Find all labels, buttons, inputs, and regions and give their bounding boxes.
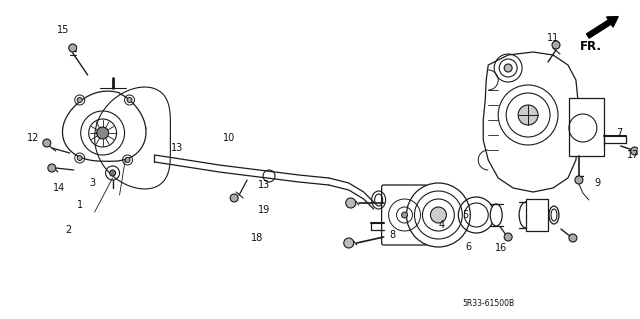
Circle shape — [401, 212, 408, 218]
Circle shape — [575, 176, 583, 184]
Ellipse shape — [490, 204, 502, 226]
Circle shape — [504, 233, 512, 241]
Text: 10: 10 — [223, 133, 236, 143]
Circle shape — [552, 41, 560, 49]
Circle shape — [344, 238, 354, 248]
Ellipse shape — [519, 202, 533, 228]
Text: 11: 11 — [547, 33, 559, 43]
Circle shape — [43, 139, 51, 147]
Circle shape — [109, 170, 116, 176]
Text: 1: 1 — [77, 200, 83, 210]
Text: FR.: FR. — [580, 40, 602, 53]
Bar — [526, 199, 548, 231]
Text: 19: 19 — [258, 205, 270, 215]
Circle shape — [518, 105, 538, 125]
Bar — [569, 98, 604, 156]
Circle shape — [77, 98, 82, 102]
Circle shape — [406, 183, 470, 247]
Circle shape — [125, 158, 130, 162]
Circle shape — [127, 98, 132, 102]
Circle shape — [230, 194, 238, 202]
Text: 3: 3 — [90, 178, 96, 188]
Circle shape — [569, 234, 577, 242]
Text: 5: 5 — [462, 210, 468, 220]
Circle shape — [97, 127, 109, 139]
Circle shape — [630, 147, 639, 155]
Text: 17: 17 — [627, 150, 639, 160]
Text: 18: 18 — [251, 233, 263, 243]
Text: 5R33-61500B: 5R33-61500B — [462, 299, 515, 308]
Text: 13: 13 — [172, 143, 184, 153]
Text: 7: 7 — [616, 128, 623, 138]
Circle shape — [431, 207, 446, 223]
Circle shape — [48, 164, 56, 172]
Polygon shape — [483, 52, 578, 192]
Text: 12: 12 — [27, 133, 39, 143]
FancyArrow shape — [586, 17, 618, 38]
Circle shape — [346, 198, 356, 208]
Circle shape — [77, 155, 82, 160]
Text: 13: 13 — [258, 180, 270, 190]
Text: 2: 2 — [66, 225, 72, 235]
Text: 8: 8 — [390, 230, 396, 240]
Text: 14: 14 — [52, 183, 65, 193]
Text: 6: 6 — [465, 242, 472, 252]
Text: 16: 16 — [495, 243, 508, 253]
Circle shape — [504, 64, 512, 72]
Text: 4: 4 — [438, 220, 444, 230]
Circle shape — [68, 44, 77, 52]
Text: 15: 15 — [56, 25, 69, 35]
Text: 9: 9 — [595, 178, 601, 188]
FancyBboxPatch shape — [381, 185, 428, 245]
